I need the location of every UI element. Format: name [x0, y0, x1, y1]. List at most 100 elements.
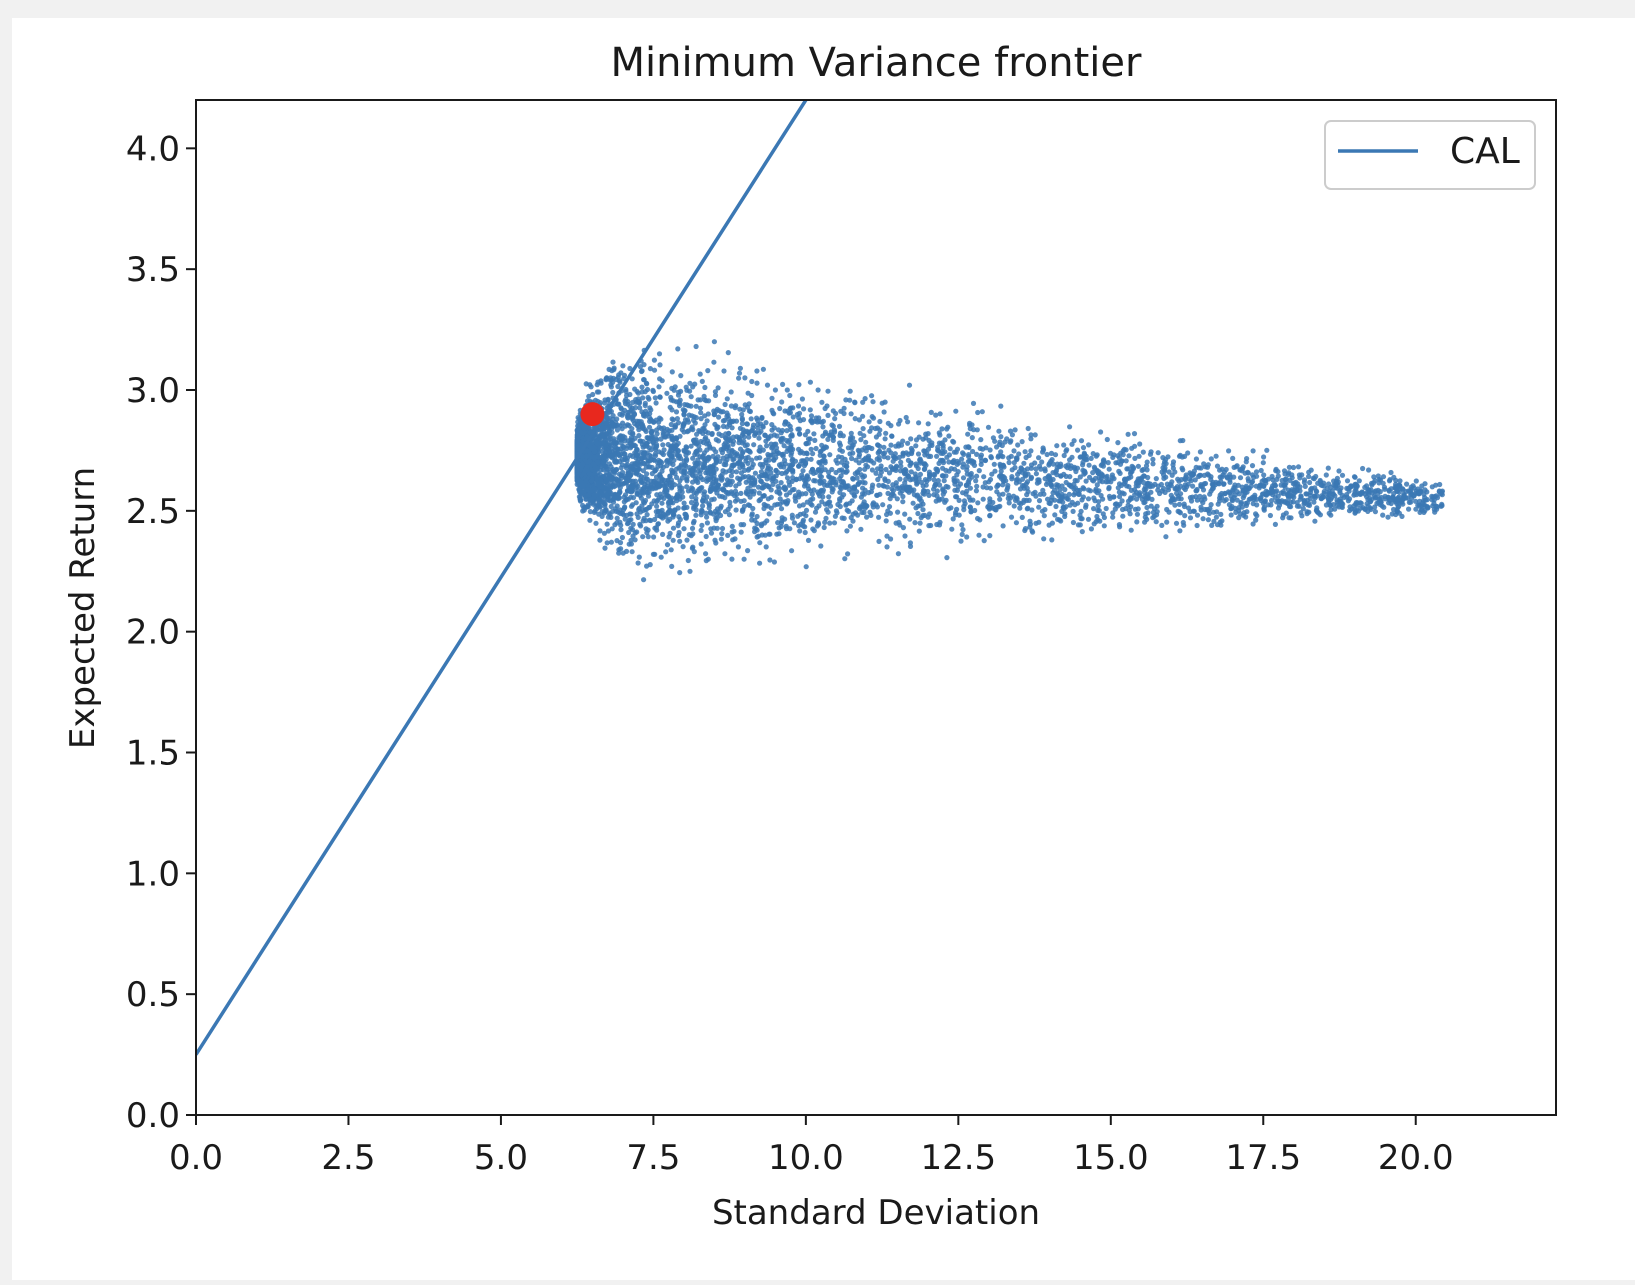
- portfolio-point: [751, 442, 756, 447]
- portfolio-point: [1352, 511, 1357, 516]
- portfolio-point: [796, 415, 801, 420]
- portfolio-point: [585, 504, 590, 509]
- portfolio-point: [1185, 450, 1190, 455]
- portfolio-point: [1110, 510, 1115, 515]
- portfolio-point: [1103, 475, 1108, 480]
- portfolio-point: [967, 495, 972, 500]
- portfolio-point: [818, 543, 823, 548]
- portfolio-point: [689, 533, 694, 538]
- portfolio-point: [900, 499, 905, 504]
- portfolio-point: [682, 458, 687, 463]
- portfolio-point: [858, 527, 863, 532]
- portfolio-point: [929, 443, 934, 448]
- portfolio-point: [1142, 500, 1147, 505]
- portfolio-point: [677, 478, 682, 483]
- portfolio-point: [1101, 511, 1106, 516]
- chart-title: Minimum Variance frontier: [611, 40, 1142, 86]
- portfolio-point: [738, 366, 743, 371]
- portfolio-point: [1250, 472, 1255, 477]
- portfolio-point: [622, 457, 627, 462]
- portfolio-point: [772, 502, 777, 507]
- portfolio-point: [1364, 483, 1369, 488]
- portfolio-point: [1312, 494, 1317, 499]
- portfolio-point: [837, 440, 842, 445]
- portfolio-point: [684, 538, 689, 543]
- portfolio-point: [678, 373, 683, 378]
- portfolio-point: [625, 443, 630, 448]
- portfolio-point: [823, 444, 828, 449]
- portfolio-point: [1087, 463, 1092, 468]
- portfolio-point: [745, 461, 750, 466]
- portfolio-point: [955, 478, 960, 483]
- portfolio-point: [1232, 482, 1237, 487]
- portfolio-point: [960, 527, 965, 532]
- portfolio-point: [597, 528, 602, 533]
- portfolio-point: [635, 492, 640, 497]
- portfolio-point: [726, 350, 731, 355]
- portfolio-point: [1238, 475, 1243, 480]
- portfolio-point: [1327, 489, 1332, 494]
- portfolio-point: [1389, 486, 1394, 491]
- portfolio-point: [1154, 519, 1159, 524]
- portfolio-point: [1126, 453, 1131, 458]
- portfolio-point: [1201, 461, 1206, 466]
- portfolio-point: [657, 394, 662, 399]
- portfolio-point: [942, 449, 947, 454]
- portfolio-point: [615, 423, 620, 428]
- portfolio-point: [1161, 486, 1166, 491]
- portfolio-point: [933, 413, 938, 418]
- portfolio-point: [1059, 494, 1064, 499]
- portfolio-point: [705, 368, 710, 373]
- portfolio-point: [717, 494, 722, 499]
- portfolio-point: [1116, 469, 1121, 474]
- portfolio-point: [676, 390, 681, 395]
- portfolio-point: [1218, 475, 1223, 480]
- portfolio-point: [741, 522, 746, 527]
- portfolio-point: [1137, 490, 1142, 495]
- portfolio-point: [1142, 487, 1147, 492]
- portfolio-point: [876, 483, 881, 488]
- portfolio-point: [873, 426, 878, 431]
- portfolio-point: [713, 509, 718, 514]
- portfolio-point: [926, 515, 931, 520]
- portfolio-point: [982, 538, 987, 543]
- chart-panel: Minimum Variance frontier Expected Retur…: [12, 18, 1635, 1280]
- portfolio-point: [996, 455, 1001, 460]
- portfolio-point: [843, 485, 848, 490]
- portfolio-point: [616, 372, 621, 377]
- portfolio-point: [596, 389, 601, 394]
- portfolio-point: [1062, 511, 1067, 516]
- portfolio-point: [608, 464, 613, 469]
- portfolio-point: [623, 424, 628, 429]
- portfolio-point: [916, 420, 921, 425]
- portfolio-point: [690, 526, 695, 531]
- portfolio-point: [1206, 517, 1211, 522]
- portfolio-point: [1334, 497, 1339, 502]
- portfolio-point: [795, 514, 800, 519]
- portfolio-point: [648, 407, 653, 412]
- portfolio-point: [681, 429, 686, 434]
- portfolio-point: [970, 449, 975, 454]
- portfolio-point: [1113, 460, 1118, 465]
- portfolio-point: [1234, 464, 1239, 469]
- portfolio-point: [1336, 468, 1341, 473]
- portfolio-point: [769, 442, 774, 447]
- portfolio-point: [894, 465, 899, 470]
- portfolio-point: [970, 461, 975, 466]
- portfolio-point: [961, 504, 966, 509]
- portfolio-point: [1050, 470, 1055, 475]
- portfolio-point: [1117, 490, 1122, 495]
- portfolio-point: [1395, 497, 1400, 502]
- portfolio-point: [1020, 439, 1025, 444]
- portfolio-point: [1295, 481, 1300, 486]
- portfolio-point: [675, 453, 680, 458]
- portfolio-point: [1034, 471, 1039, 476]
- portfolio-point: [926, 454, 931, 459]
- portfolio-point: [1086, 517, 1091, 522]
- portfolio-point: [773, 468, 778, 473]
- portfolio-point: [1092, 465, 1097, 470]
- portfolio-point: [839, 479, 844, 484]
- portfolio-point: [959, 522, 964, 527]
- portfolio-point: [838, 433, 843, 438]
- portfolio-point: [826, 494, 831, 499]
